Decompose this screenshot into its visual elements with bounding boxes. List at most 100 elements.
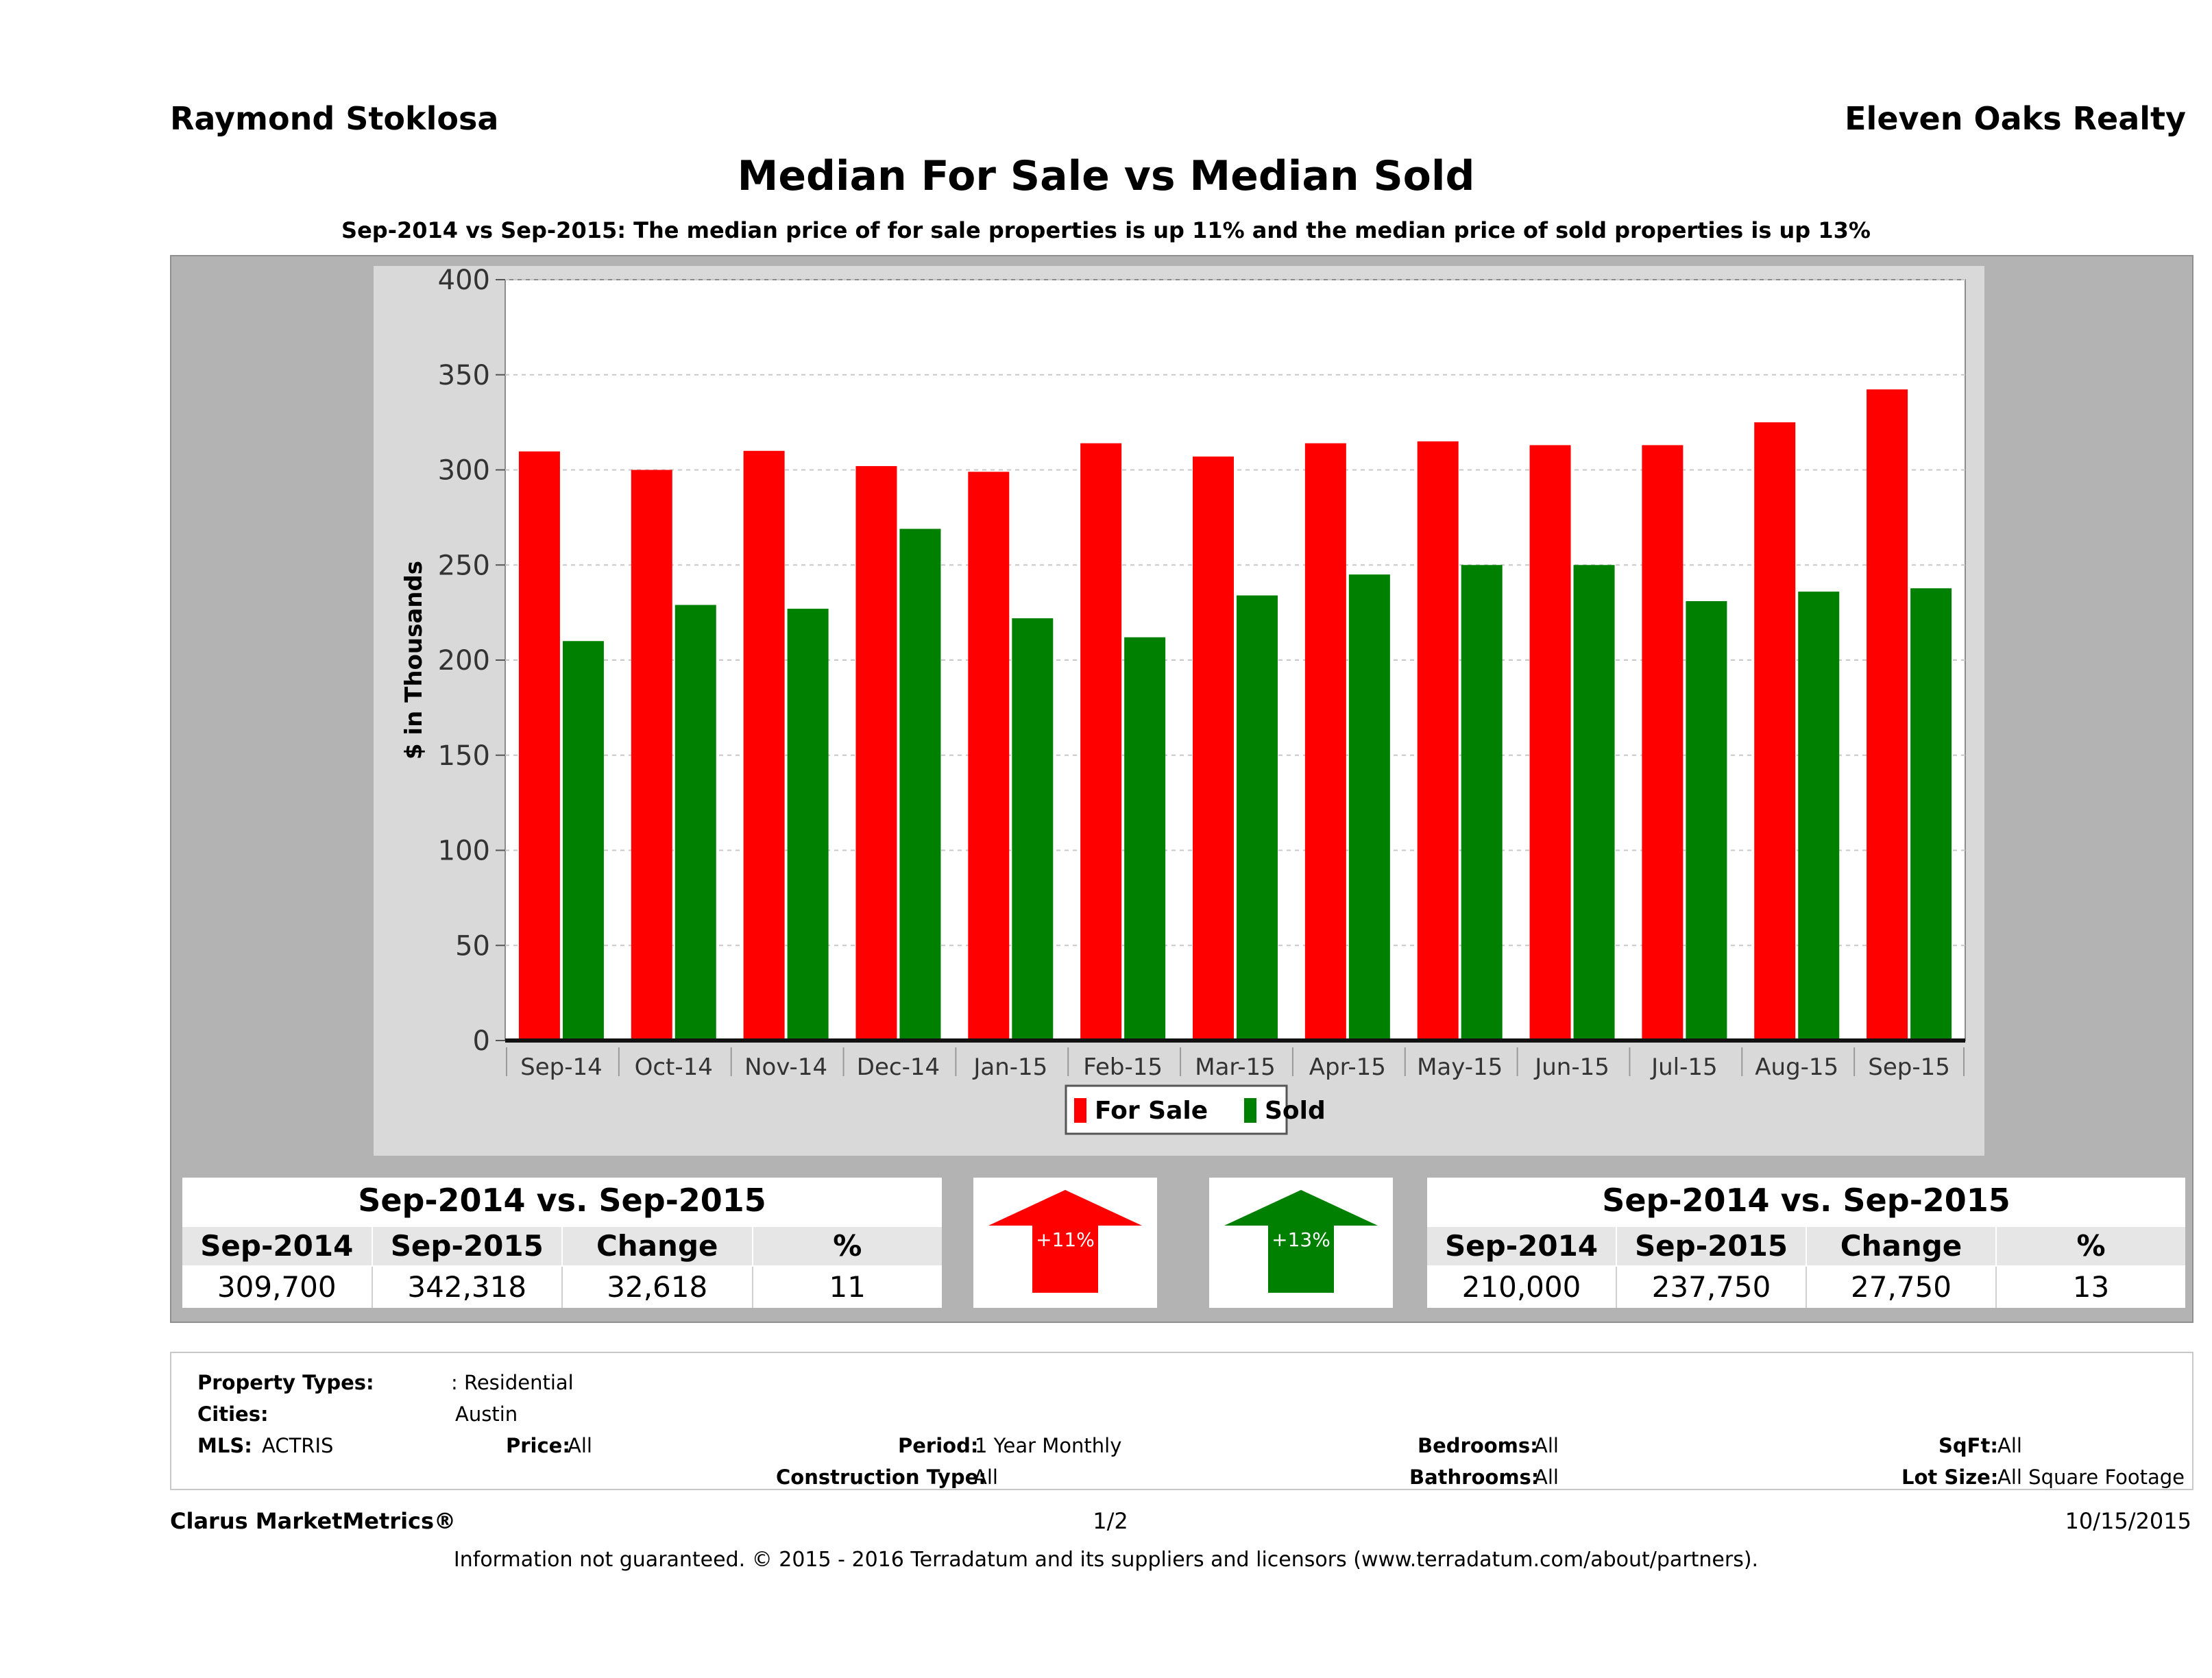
mls-value: ACTRIS [262, 1434, 334, 1457]
x-tick-label: Jun-15 [1533, 1054, 1609, 1081]
bar-sold [562, 641, 604, 1041]
agent-name: Raymond Stoklosa [170, 100, 499, 137]
sold-stats-value-row: 210,000 237,750 27,750 13 [1427, 1267, 2185, 1308]
bar-for-sale [1642, 445, 1684, 1041]
bar-sold [1348, 574, 1390, 1041]
up-arrow-icon: +11% [988, 1190, 1142, 1293]
legend-swatch [1244, 1098, 1256, 1123]
x-tick-label: Feb-15 [1083, 1054, 1163, 1081]
value-cell: 342,318 [373, 1267, 563, 1308]
y-tick-label: 400 [438, 266, 490, 296]
bar-chart: 0 50 100 150 200 250 300 350 400 $ in Thousands Se… [400, 266, 1966, 1135]
y-tick-label: 100 [438, 836, 490, 867]
for-sale-change-label: +11% [1036, 1228, 1095, 1251]
bar-sold [1461, 565, 1503, 1041]
x-tick-label: Jul-15 [1650, 1054, 1718, 1081]
sold-stats-header-row: Sep-2014 Sep-2015 Change % [1427, 1227, 2185, 1265]
bar-for-sale [968, 472, 1010, 1041]
bar-for-sale [743, 450, 785, 1041]
x-tick-label: Dec-14 [857, 1054, 940, 1081]
x-tick-label: Sep-15 [1868, 1054, 1950, 1081]
construction-type-value: All [973, 1466, 998, 1489]
cities-label: Cities: [197, 1402, 269, 1426]
x-tick-label: Mar-15 [1195, 1054, 1276, 1081]
column-header: Sep-2014 [182, 1227, 373, 1265]
column-header: % [2076, 1229, 2106, 1263]
sold-stats-heading: Sep-2014 vs. Sep-2015 [1602, 1182, 2010, 1219]
bar-for-sale [1080, 443, 1122, 1041]
report-subtitle: Sep-2014 vs Sep-2015: The median price o… [341, 217, 1871, 243]
for-sale-stats-value-row: 309,700 342,318 32,618 11 [182, 1267, 942, 1308]
mls-label: MLS: [197, 1434, 252, 1457]
y-tick-label: 150 [438, 740, 490, 772]
value-cell: 27,750 [1807, 1267, 1997, 1308]
y-tick-label: 350 [438, 360, 490, 391]
bar-sold [899, 528, 941, 1041]
bar-for-sale [1193, 457, 1234, 1041]
bar-for-sale [1529, 445, 1571, 1041]
sold-change-label: +13% [1272, 1228, 1330, 1251]
bar-for-sale [1754, 422, 1796, 1041]
company-name: Eleven Oaks Realty [1845, 100, 2186, 137]
cities-value: Austin [455, 1402, 518, 1426]
column-header: Sep-2014 [1427, 1227, 1617, 1265]
x-tick-label: Jan-15 [972, 1054, 1047, 1081]
value-cell: 309,700 [182, 1267, 373, 1308]
for-sale-stats-heading: Sep-2014 vs. Sep-2015 [358, 1182, 766, 1219]
bar-for-sale [855, 465, 897, 1041]
y-tick-label: 50 [455, 930, 490, 962]
value-cell: 32,618 [563, 1267, 753, 1308]
sold-stats-table: Sep-2014 vs. Sep-2015 Sep-2014 Sep-2015 … [1427, 1178, 2185, 1308]
footer-brand: Clarus MarketMetrics® [170, 1508, 457, 1534]
filter-panel: Property Types: : Residential Cities: Au… [170, 1352, 2193, 1490]
price-value: All [568, 1434, 592, 1457]
period-label: Period: [898, 1434, 979, 1457]
y-axis-title: $ in Thousands [400, 561, 428, 759]
y-tick-label: 300 [438, 455, 490, 487]
for-sale-change-badge: +11% [973, 1178, 1157, 1308]
chart-area: 0 50 100 150 200 250 300 350 400 $ in Thousands Se… [374, 266, 1984, 1156]
column-header: Sep-2015 [373, 1227, 563, 1265]
y-tick-label: 0 [473, 1025, 490, 1057]
property-types-label: Property Types: [197, 1371, 374, 1394]
bar-for-sale [631, 470, 672, 1041]
bathrooms-value: All [1534, 1466, 1559, 1489]
x-tick-label: Sep-14 [520, 1054, 603, 1081]
bar-sold [1910, 588, 1952, 1041]
x-tick-label: Aug-15 [1755, 1054, 1838, 1081]
page-number: 1/2 [1093, 1508, 1128, 1534]
bar-sold [787, 609, 829, 1041]
construction-type-label: Construction Type: [776, 1466, 986, 1489]
value-cell: 13 [2072, 1270, 2110, 1304]
legend-swatch [1074, 1098, 1086, 1123]
lot-size-label: Lot Size: [1901, 1466, 1999, 1489]
bedrooms-label: Bedrooms: [1418, 1434, 1538, 1457]
bathrooms-label: Bathrooms: [1409, 1466, 1540, 1489]
bar-sold [1012, 618, 1054, 1041]
x-tick-label: Apr-15 [1309, 1054, 1386, 1081]
price-label: Price: [506, 1434, 570, 1457]
bar-sold [674, 605, 716, 1041]
x-tick-label: Oct-14 [635, 1054, 713, 1081]
bar-sold [1124, 637, 1166, 1041]
legend-label: Sold [1265, 1097, 1326, 1125]
bedrooms-value: All [1534, 1434, 1559, 1457]
legend-label: For Sale [1095, 1097, 1208, 1125]
bar-sold [1686, 600, 1727, 1041]
period-value: 1 Year Monthly [975, 1434, 1122, 1457]
bar-sold [1798, 592, 1840, 1041]
bar-sold [1573, 565, 1615, 1041]
column-header: Change [563, 1227, 753, 1265]
column-header: Sep-2015 [1617, 1227, 1807, 1265]
bar-for-sale [518, 451, 560, 1041]
disclaimer: Information not guaranteed. © 2015 - 201… [453, 1548, 1759, 1572]
plot-background [505, 279, 1966, 1041]
sold-change-badge: +13% [1209, 1178, 1393, 1308]
bar-for-sale [1304, 443, 1346, 1041]
report-title: Median For Sale vs Median Sold [737, 152, 1475, 200]
value-cell: 210,000 [1427, 1267, 1617, 1308]
up-arrow-icon: +13% [1224, 1190, 1378, 1293]
y-tick-label: 250 [438, 550, 490, 581]
value-cell: 237,750 [1617, 1267, 1807, 1308]
bar-sold [1237, 595, 1278, 1041]
